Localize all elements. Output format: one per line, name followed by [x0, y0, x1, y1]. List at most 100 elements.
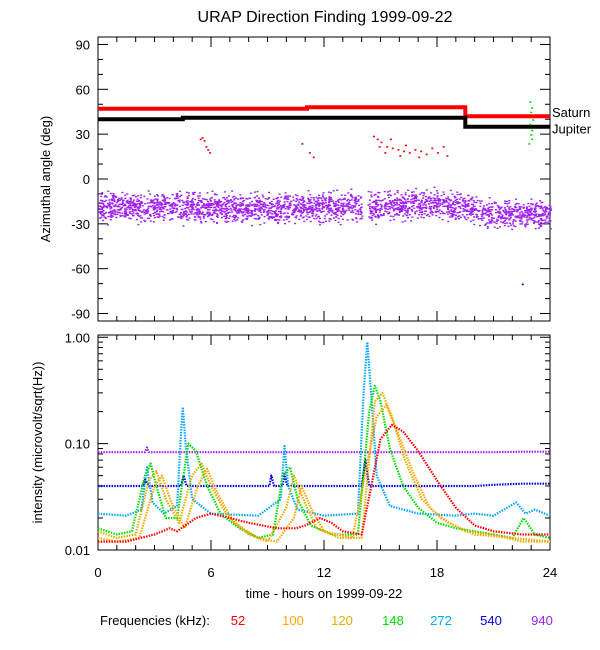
azimuth-point — [478, 210, 481, 212]
azimuth-point — [207, 204, 210, 207]
azimuth-point — [347, 202, 349, 205]
azimuth-point — [299, 211, 302, 213]
azimuth-point — [450, 204, 453, 206]
azimuth-point — [482, 205, 485, 207]
azimuth-point — [375, 202, 378, 205]
azimuth-point — [183, 213, 186, 215]
azimuth-point — [303, 208, 306, 210]
azimuth-point — [237, 209, 239, 211]
azimuth-point — [178, 205, 181, 208]
azimuth-point — [329, 200, 332, 203]
azimuth-point — [311, 215, 314, 217]
azimuth-point — [152, 209, 155, 211]
azimuth-point — [276, 222, 279, 225]
azimuth-point — [116, 199, 119, 201]
azimuth-point — [317, 203, 320, 205]
azimuth-point — [511, 210, 514, 213]
azimuth-point — [138, 205, 141, 207]
azimuth-point — [377, 199, 380, 202]
azimuth-point — [250, 210, 253, 212]
azimuth-point — [158, 201, 161, 204]
azimuth-point — [374, 193, 377, 196]
azimuth-point — [511, 228, 514, 230]
azimuth-point — [389, 219, 392, 222]
azimuth-point — [321, 205, 324, 207]
azimuth-point — [350, 195, 353, 197]
azimuth-point — [323, 202, 325, 205]
azimuth-point — [308, 206, 311, 208]
azimuth-point — [129, 218, 132, 220]
azimuth-point — [437, 152, 439, 154]
azimuth-point — [143, 219, 146, 222]
azimuth-point — [512, 221, 514, 223]
azimuth-point — [454, 199, 457, 201]
azimuth-point — [544, 221, 547, 223]
azimuth-point — [272, 198, 275, 200]
azimuth-point — [215, 194, 218, 196]
azimuth-point — [316, 210, 319, 212]
azimuth-point — [448, 210, 451, 212]
azimuth-point — [185, 201, 188, 203]
x-tick-label: 12 — [317, 565, 331, 580]
azimuth-point — [214, 193, 217, 195]
azimuth-point — [260, 208, 263, 210]
azimuth-point — [209, 204, 212, 206]
azimuth-point — [253, 210, 256, 212]
azimuth-point — [539, 218, 542, 220]
azimuth-point — [411, 216, 414, 218]
azimuth-point — [374, 210, 377, 213]
azimuth-point — [380, 208, 383, 210]
azimuth-point — [341, 208, 344, 211]
azimuth-point — [135, 200, 138, 202]
azimuth-point — [454, 201, 457, 203]
azimuth-point — [245, 209, 248, 211]
azimuth-point — [429, 209, 432, 211]
azimuth-point — [404, 200, 407, 202]
azimuth-point — [523, 216, 526, 218]
azimuth-point — [269, 207, 272, 209]
azimuth-point — [321, 194, 324, 196]
azimuth-point — [119, 214, 122, 217]
azimuth-point — [290, 200, 293, 202]
azimuth-point — [549, 207, 552, 209]
azimuth-point — [139, 203, 142, 206]
azimuth-point — [208, 212, 211, 215]
azimuth-point — [160, 206, 163, 209]
azimuth-point — [273, 210, 276, 213]
azimuth-point — [351, 218, 354, 221]
azimuth-point — [472, 219, 475, 221]
azimuth-point — [425, 195, 427, 198]
azimuth-point — [378, 192, 381, 194]
azimuth-point — [534, 205, 537, 207]
azimuth-point — [471, 196, 474, 198]
azimuth-point — [231, 205, 234, 207]
azimuth-point — [328, 220, 331, 222]
azimuth-point — [525, 224, 528, 226]
azimuth-point — [242, 219, 245, 221]
azimuth-point — [186, 204, 189, 207]
azimuth-point — [411, 200, 414, 203]
azimuth-point — [203, 204, 206, 206]
azimuth-point — [514, 220, 517, 222]
azimuth-point — [105, 205, 108, 208]
azimuth-point — [301, 196, 304, 198]
azimuth-point — [231, 190, 234, 192]
azimuth-point — [541, 209, 544, 211]
azimuth-point — [508, 208, 511, 211]
azimuth-point — [503, 207, 506, 209]
azimuth-point — [299, 215, 302, 217]
azimuth-point — [458, 193, 461, 196]
azimuth-point — [150, 201, 153, 203]
azimuth-point — [125, 200, 128, 203]
azimuth-point — [235, 197, 238, 199]
azimuth-point — [354, 204, 357, 206]
azimuth-point — [255, 218, 258, 220]
azimuth-point — [258, 207, 260, 209]
azimuth-point — [545, 211, 548, 213]
azimuth-point — [404, 209, 407, 211]
azimuth-point — [433, 202, 436, 204]
azimuth-point — [204, 198, 207, 200]
azimuth-point — [180, 216, 183, 218]
azimuth-point — [435, 214, 438, 217]
azimuth-point — [212, 209, 215, 211]
